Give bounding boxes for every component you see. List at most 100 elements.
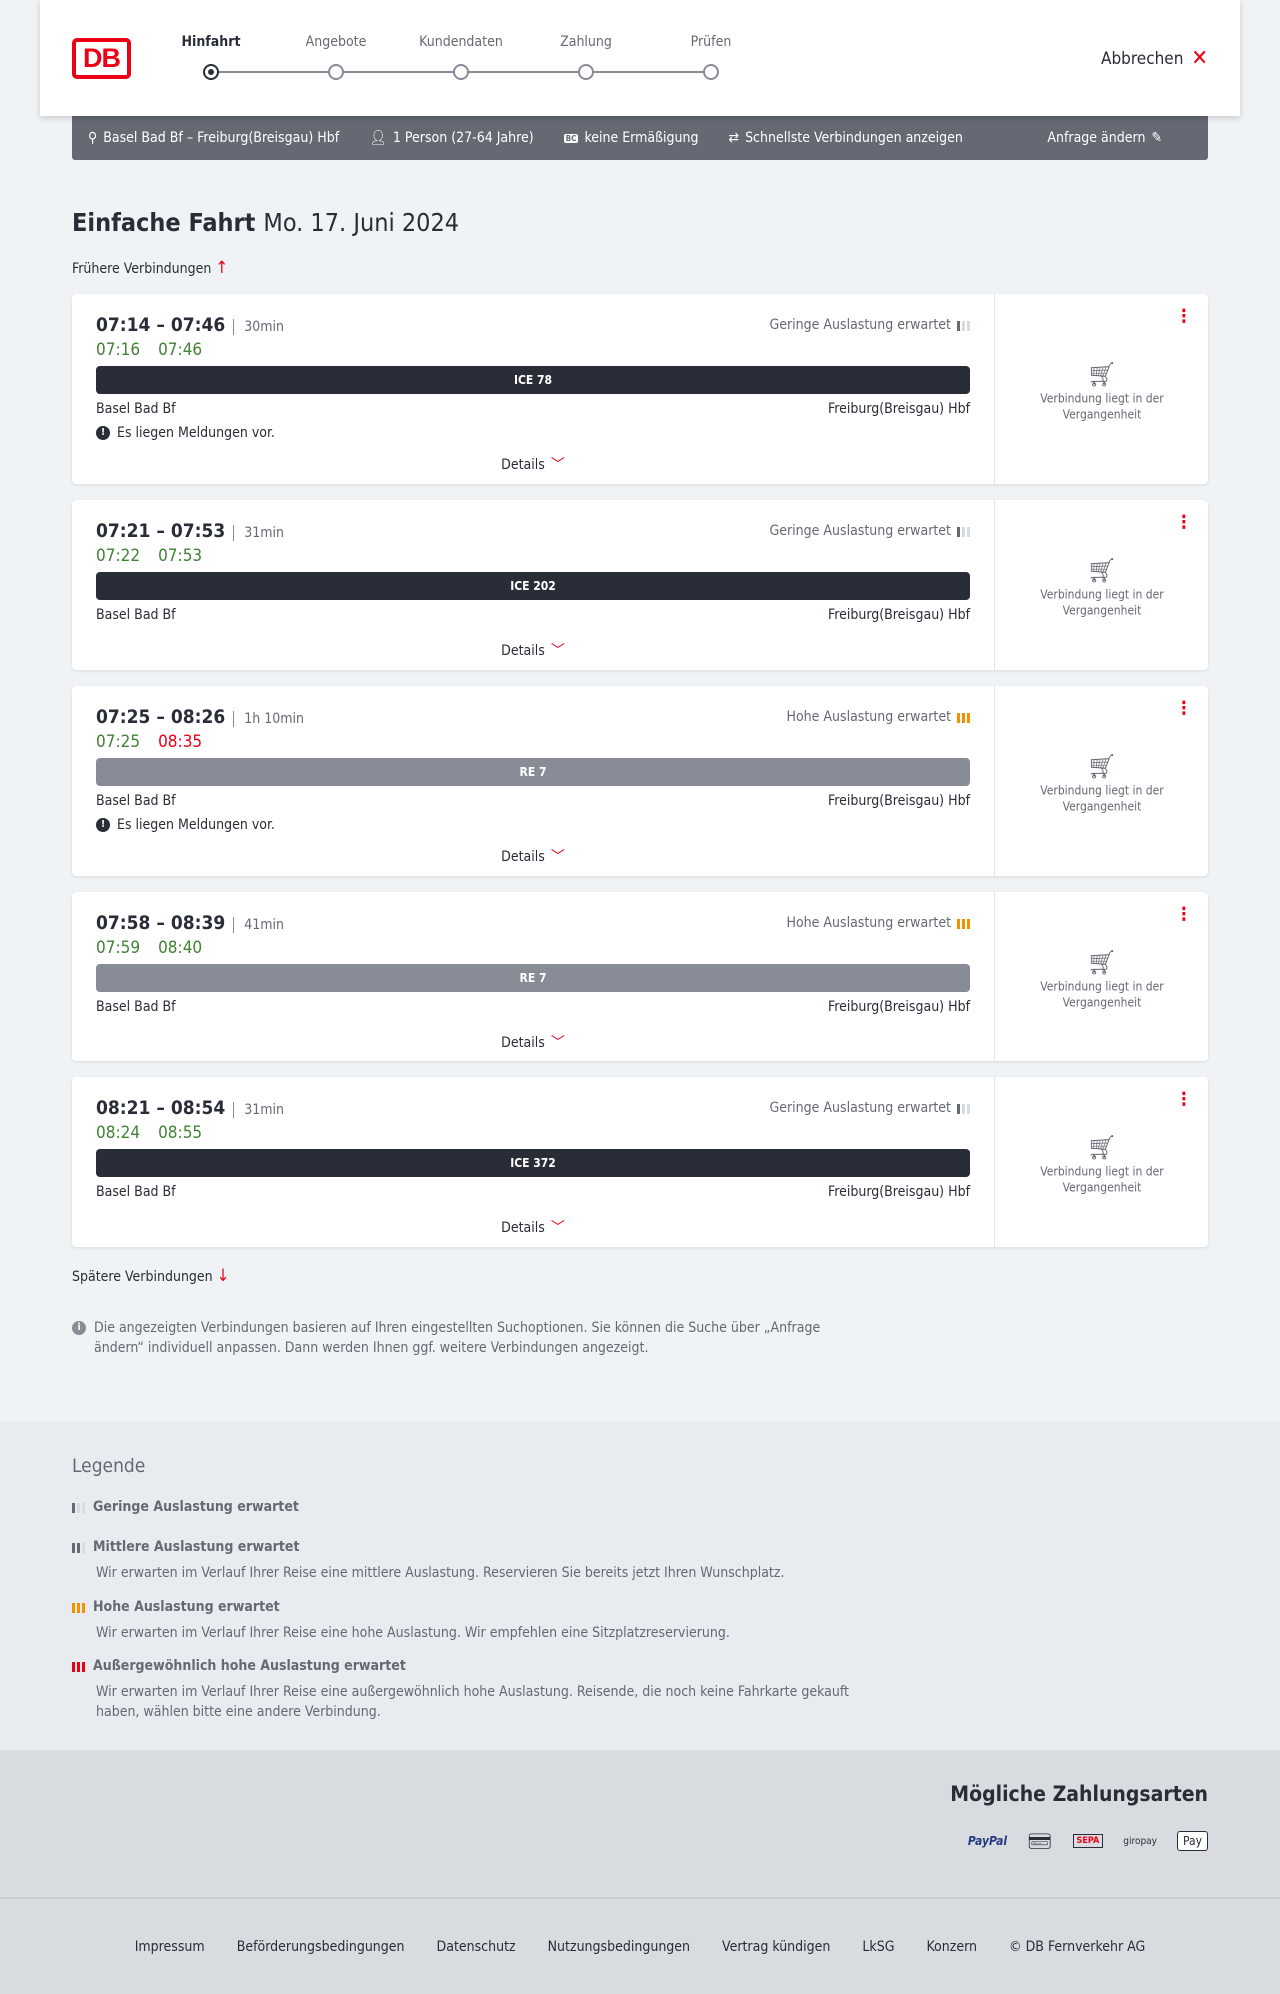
time-range: 08:21 – 08:54 bbox=[96, 1097, 226, 1119]
step-indicator-3 bbox=[578, 64, 594, 80]
swap-arrows-icon: ⇄ bbox=[728, 130, 740, 146]
footer-link[interactable]: Impressum bbox=[134, 1938, 205, 1955]
origin-station: Basel Bad Bf bbox=[96, 1184, 176, 1200]
route-summary: ⚲ Basel Bad Bf – Freiburg(Breisgau) Hbf bbox=[88, 130, 339, 146]
connection-card[interactable]: 08:21 – 08:54 31min Geringe Auslastung er… bbox=[72, 1077, 1208, 1247]
duration: 31min bbox=[233, 525, 285, 541]
passenger-text: 1 Person (27-64 Jahre) bbox=[392, 130, 534, 146]
occupancy-icon bbox=[72, 1501, 85, 1513]
chevron-down-icon: ﹀ bbox=[550, 849, 565, 865]
train-bar[interactable]: ICE 202 bbox=[96, 572, 970, 600]
train-bar[interactable]: RE 7 bbox=[96, 964, 970, 992]
past-connection-status: Verbindung liegt in der Vergangenheit bbox=[1040, 1164, 1164, 1195]
close-icon: ✕ bbox=[1191, 46, 1208, 71]
footer-link[interactable]: Vertrag kündigen bbox=[722, 1938, 831, 1955]
step-2: Kundendaten bbox=[419, 34, 503, 50]
details-toggle[interactable]: Details ﹀ bbox=[96, 640, 970, 660]
cancel-button[interactable]: Abbrechen ✕ bbox=[1101, 48, 1208, 70]
details-toggle[interactable]: Details ﹀ bbox=[96, 1217, 970, 1237]
time-range: 07:21 – 07:53 bbox=[96, 520, 226, 542]
paypal-logo: PayPal bbox=[967, 1834, 1008, 1848]
db-logo[interactable]: DB bbox=[72, 38, 131, 79]
time-range: 07:14 – 07:46 bbox=[96, 314, 226, 336]
connection-card[interactable]: 07:14 – 07:46 30min Geringe Auslastung er… bbox=[72, 294, 1208, 484]
destination-station: Freiburg(Breisgau) Hbf bbox=[827, 1184, 970, 1200]
edit-request-button[interactable]: Anfrage ändern ✎ bbox=[1047, 130, 1162, 146]
booking-panel: ⋮ 🛒︎ Verbindung liegt in der Vergangenhei… bbox=[994, 686, 1208, 876]
connection-card[interactable]: 07:25 – 08:26 1h 10min Hohe Auslastung er… bbox=[72, 686, 1208, 876]
realtime-times: 08:24 08:55 bbox=[96, 1123, 220, 1143]
train-bar[interactable]: ICE 372 bbox=[96, 1149, 970, 1177]
duration: 41min bbox=[233, 917, 285, 933]
message-text: Es liegen Meldungen vor. bbox=[117, 817, 275, 833]
details-label: Details bbox=[501, 643, 545, 659]
more-options-icon[interactable]: ⋮ bbox=[1175, 1089, 1192, 1110]
footer-link[interactable]: Konzern bbox=[926, 1938, 977, 1955]
legend-label: Mittlere Auslastung erwartet bbox=[93, 1539, 300, 1555]
booking-panel: ⋮ 🛒︎ Verbindung liegt in der Vergangenhei… bbox=[994, 294, 1208, 484]
cart-disabled-icon: 🛒︎ bbox=[1086, 948, 1118, 977]
more-options-icon[interactable]: ⋮ bbox=[1175, 904, 1192, 925]
occupancy-info: Geringe Auslastung erwartet bbox=[769, 523, 970, 539]
footer-link[interactable]: Datenschutz bbox=[436, 1938, 516, 1955]
legend-label: Geringe Auslastung erwartet bbox=[93, 1499, 299, 1515]
connection-card[interactable]: 07:21 – 07:53 31min Geringe Auslastung er… bbox=[72, 500, 1208, 670]
more-options-icon[interactable]: ⋮ bbox=[1175, 698, 1192, 719]
details-label: Details bbox=[501, 1035, 545, 1051]
legend-item: Geringe Auslastung erwartet bbox=[72, 1499, 872, 1515]
info-icon: i bbox=[72, 1321, 86, 1335]
footer-link[interactable]: Beförderungsbedingungen bbox=[236, 1938, 405, 1955]
apple-pay-text: Pay bbox=[1183, 1834, 1202, 1848]
realtime-arrival: 08:55 bbox=[158, 1123, 203, 1143]
more-options-icon[interactable]: ⋮ bbox=[1175, 512, 1192, 533]
details-label: Details bbox=[501, 849, 545, 865]
occupancy-label: Geringe Auslastung erwartet bbox=[769, 317, 951, 333]
legend-label: Hohe Auslastung erwartet bbox=[93, 1599, 280, 1615]
contactless-card-icon: 💳︎ bbox=[1027, 1829, 1053, 1853]
realtime-departure: 08:24 bbox=[96, 1123, 141, 1143]
details-label: Details bbox=[501, 457, 545, 473]
trip-type: Einfache Fahrt bbox=[72, 208, 256, 237]
train-bar[interactable]: RE 7 bbox=[96, 758, 970, 786]
route-text: Basel Bad Bf – Freiburg(Breisgau) Hbf bbox=[103, 130, 340, 146]
train-bar[interactable]: ICE 78 bbox=[96, 366, 970, 394]
origin-station: Basel Bad Bf bbox=[96, 607, 176, 623]
scheduled-times: 07:14 – 07:46 30min bbox=[96, 314, 285, 336]
destination-station: Freiburg(Breisgau) Hbf bbox=[827, 793, 970, 809]
message-notice: ! Es liegen Meldungen vor. bbox=[96, 425, 275, 441]
connection-card[interactable]: 07:58 – 08:39 41min Hohe Auslastung erwar… bbox=[72, 892, 1208, 1061]
footer-link[interactable]: Nutzungsbedingungen bbox=[547, 1938, 691, 1955]
occupancy-icon bbox=[957, 917, 970, 929]
info-note-text: Die angezeigten Verbindungen basieren au… bbox=[94, 1320, 821, 1356]
option-text: Schnellste Verbindungen anzeigen bbox=[745, 130, 963, 146]
footer-link[interactable]: © DB Fernverkehr AG bbox=[1009, 1938, 1146, 1955]
footer-links: Impressum Beförderungsbedingungen Datensch… bbox=[0, 1897, 1280, 1994]
booking-panel: ⋮ 🛒︎ Verbindung liegt in der Vergangenhei… bbox=[994, 892, 1208, 1061]
step-0: Hinfahrt bbox=[181, 34, 241, 50]
duration: 30min bbox=[233, 319, 285, 335]
arrow-up-icon: ↑ bbox=[215, 258, 229, 278]
location-pin-icon: ⚲ bbox=[88, 130, 98, 146]
payment-title: Mögliche Zahlungsarten bbox=[950, 1782, 1208, 1806]
details-toggle[interactable]: Details ﹀ bbox=[96, 846, 970, 866]
legend-section: Legende Geringe Auslastung erwartet Mittl… bbox=[0, 1421, 1280, 1750]
realtime-times: 07:59 08:40 bbox=[96, 938, 220, 958]
exclamation-icon: ! bbox=[96, 426, 110, 440]
details-toggle[interactable]: Details ﹀ bbox=[96, 1032, 970, 1052]
later-connections-link[interactable]: Spätere Verbindungen ↓ bbox=[72, 1266, 229, 1286]
occupancy-icon bbox=[957, 1102, 970, 1114]
more-options-icon[interactable]: ⋮ bbox=[1175, 306, 1192, 327]
earlier-connections-link[interactable]: Frühere Verbindungen ↑ bbox=[72, 258, 228, 278]
legend-description: Wir erwarten im Verlauf Ihrer Reise eine… bbox=[96, 1625, 730, 1641]
message-notice: ! Es liegen Meldungen vor. bbox=[96, 817, 275, 833]
past-connection-status: Verbindung liegt in der Vergangenheit bbox=[1040, 783, 1164, 814]
details-label: Details bbox=[501, 1220, 545, 1236]
cart-disabled-icon: 🛒︎ bbox=[1086, 1133, 1118, 1162]
cancel-label: Abbrechen bbox=[1100, 49, 1184, 69]
person-icon: 👤︎ bbox=[369, 130, 387, 146]
giropay-logo: giropay bbox=[1123, 1835, 1158, 1847]
details-toggle[interactable]: Details ﹀ bbox=[96, 454, 970, 474]
realtime-departure: 07:25 bbox=[96, 732, 141, 752]
footer-link[interactable]: LkSG bbox=[862, 1938, 895, 1955]
exclamation-icon: ! bbox=[96, 818, 110, 832]
